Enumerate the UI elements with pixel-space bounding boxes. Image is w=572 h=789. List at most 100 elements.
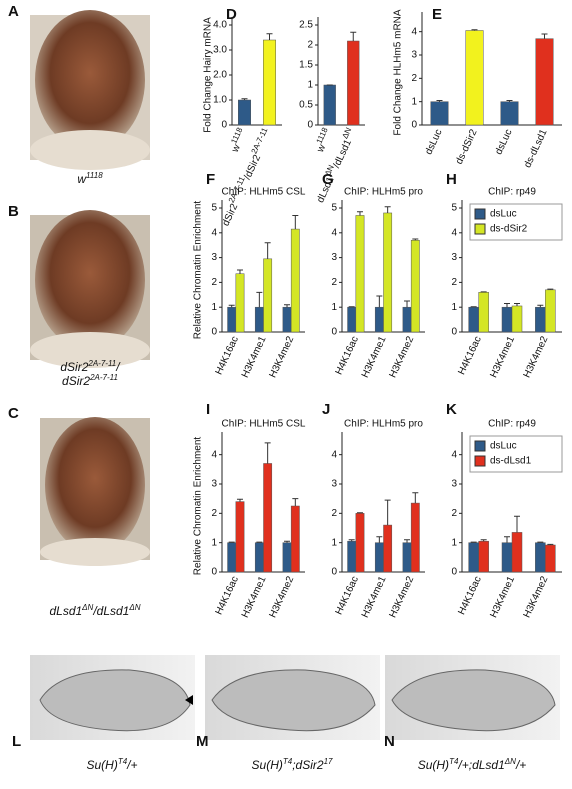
bar <box>356 513 364 572</box>
error-bar <box>229 305 235 307</box>
bar <box>236 274 244 332</box>
x-tick-label: H3K4me1 <box>240 334 269 379</box>
bar <box>228 307 236 332</box>
legend-swatch <box>475 456 485 466</box>
chart-title: ChIP: rp49 <box>488 187 536 198</box>
legend-label: ds-dSir2 <box>490 224 528 235</box>
photo-c <box>40 417 150 566</box>
y-tick-label: 4 <box>451 227 457 238</box>
x-tick-label: ds-dSir2 <box>454 127 480 166</box>
y-tick-label: 3 <box>451 252 457 263</box>
caption: Su(H)T4/+ <box>86 757 137 773</box>
text-part: dLsd1 <box>315 175 337 205</box>
y-tick-label: 1 <box>307 80 313 91</box>
bar <box>291 506 299 572</box>
panel-label: M <box>196 733 209 750</box>
error-bar <box>237 270 243 274</box>
bar <box>348 307 356 332</box>
error-bar <box>412 493 418 503</box>
y-tick-label: 0 <box>451 567 457 578</box>
y-tick-label: 5 <box>211 203 217 214</box>
x-tick-label: H3K4me2 <box>268 334 297 379</box>
x-tick-label: H3K4me2 <box>522 334 551 379</box>
error-bar <box>265 443 271 464</box>
y-tick-label: 2 <box>211 508 217 519</box>
x-tick-label: H3K4me1 <box>488 574 517 619</box>
error-bar <box>537 305 543 307</box>
y-tick-label: 4 <box>451 449 457 460</box>
bar <box>263 40 276 125</box>
bar <box>411 240 419 332</box>
y-tick-label: 4 <box>331 449 337 460</box>
text-part: dSir2 <box>60 360 88 374</box>
y-tick-label: 3 <box>331 252 337 263</box>
panel-label: J <box>322 401 330 418</box>
error-bar <box>514 516 520 532</box>
wing-n <box>385 655 560 740</box>
bar <box>264 259 272 332</box>
error-bar <box>404 540 410 543</box>
x-tick-label: w1118 <box>311 126 335 155</box>
x-tick-label: H4K16ac <box>334 575 361 617</box>
y-tick-label: 2 <box>211 277 217 288</box>
x-tick-label: H3K4me1 <box>488 334 517 379</box>
x-tick-label: H3K4me1 <box>240 574 269 619</box>
x-tick-label: H3K4me2 <box>522 574 551 619</box>
panel-label: C <box>8 405 19 422</box>
x-tick-label: dsLuc <box>493 128 514 157</box>
y-tick-label: 1 <box>211 302 217 313</box>
bar <box>512 532 522 572</box>
error-bar <box>385 207 391 213</box>
bar <box>502 307 512 332</box>
y-axis-label: Fold Change HLHm5 mRNA <box>393 9 404 135</box>
panel-label: K <box>446 401 457 418</box>
bar <box>375 307 383 332</box>
legend-label: dsLuc <box>490 441 517 452</box>
y-tick-label: 5 <box>451 203 457 214</box>
caption: w1118 <box>77 171 103 187</box>
x-tick-label: dsLuc <box>423 128 444 157</box>
y-tick-label: 2.5 <box>299 20 313 31</box>
bar <box>238 100 251 125</box>
y-tick-label: 0 <box>211 327 217 338</box>
bar <box>283 543 291 572</box>
bar <box>502 543 512 572</box>
y-axis-label: Fold Change Hairy mRNA <box>203 17 214 133</box>
y-axis-label: Relative Chromatin Enrichment <box>193 437 204 576</box>
y-tick-label: 2 <box>307 40 313 51</box>
error-bar <box>265 243 271 259</box>
text-part: /dSir2 <box>242 153 263 182</box>
x-tick-label: H4K16ac <box>214 575 241 617</box>
error-bar <box>357 212 363 216</box>
panel-label: A <box>8 3 19 20</box>
error-bar <box>385 500 391 525</box>
superscript: 2A-7-11 <box>89 373 118 382</box>
bar <box>512 306 522 332</box>
error-bar <box>504 537 510 543</box>
text-part: /+ <box>515 758 526 772</box>
y-axis-label: Relative Chromatin Enrichment <box>193 201 204 340</box>
x-tick-label: H3K4me1 <box>360 334 389 379</box>
chart-title: ChIP: HLHm5 CSL <box>222 419 306 430</box>
caption: dLsd1ΔN/dLsd1ΔN <box>49 603 140 619</box>
wing-l <box>30 655 195 740</box>
caption: dSir22A-7-11 <box>62 373 118 389</box>
error-bar <box>537 542 543 543</box>
bar <box>375 543 383 572</box>
wing-m <box>205 655 380 740</box>
x-tick-label: dSir22A-7-11/dSir22A-7-11 <box>217 126 275 228</box>
error-bar <box>504 303 510 307</box>
x-tick-label: H3K4me2 <box>268 574 297 619</box>
superscript: ΔN <box>128 603 140 612</box>
text-part: /dLsd1 <box>92 604 129 618</box>
bar <box>403 307 411 332</box>
bar <box>535 307 545 332</box>
bar <box>545 545 555 572</box>
chart-title: ChIP: rp49 <box>488 419 536 430</box>
y-tick-label: 4.0 <box>213 20 227 31</box>
error-bar <box>292 215 298 229</box>
bar <box>479 541 489 572</box>
y-tick-label: 1 <box>411 96 417 107</box>
y-tick-label: 3 <box>411 50 417 61</box>
error-bar <box>376 296 382 307</box>
